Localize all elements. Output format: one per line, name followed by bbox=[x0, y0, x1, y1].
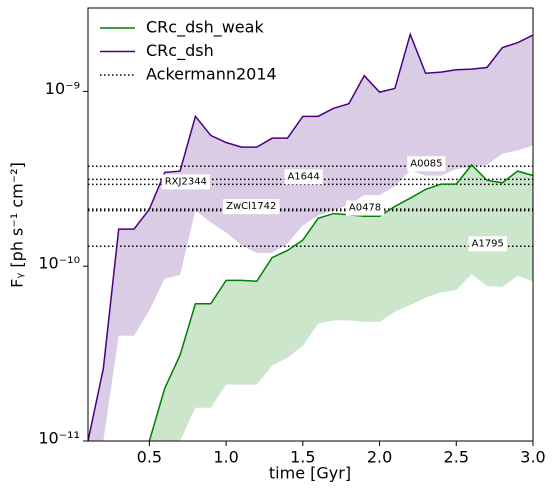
axes-frame bbox=[87, 7, 534, 442]
plot-area bbox=[88, 32, 533, 441]
legend-label: CRc_dsh bbox=[146, 41, 214, 61]
annotation-box bbox=[223, 199, 280, 215]
legend-label: CRc_dsh_weak bbox=[146, 18, 264, 38]
annotation: A0085 bbox=[410, 158, 442, 169]
annotation: A1795 bbox=[472, 238, 504, 249]
y-tick-label: 10⁻¹¹ bbox=[38, 429, 80, 448]
x-tick-label: 1.5 bbox=[290, 448, 315, 467]
y-tick-label: 10⁻¹⁰ bbox=[38, 254, 80, 273]
annotation-box bbox=[345, 200, 385, 216]
legend-label: Ackermann2014 bbox=[146, 65, 277, 84]
y-axis-label: Fᵧ [ph s⁻¹ cm⁻²] bbox=[8, 162, 27, 288]
x-tick-label: 2.5 bbox=[444, 448, 469, 467]
annotation: ZwCl1742 bbox=[226, 201, 276, 212]
x-tick-label: 0.5 bbox=[137, 448, 162, 467]
x-axis-label: time [Gyr] bbox=[269, 464, 351, 483]
annotation: RXJ2344 bbox=[165, 176, 207, 187]
band bbox=[88, 34, 533, 441]
annotation: A1644 bbox=[287, 171, 319, 182]
x-tick-label: 1.0 bbox=[213, 448, 238, 467]
x-tick-label: 2.0 bbox=[367, 448, 392, 467]
band bbox=[149, 164, 533, 441]
x-tick-label: 3.0 bbox=[520, 448, 545, 467]
series-line bbox=[148, 163, 533, 441]
annotation-box bbox=[407, 156, 446, 172]
annotation-box bbox=[468, 236, 507, 252]
annotation: A0478 bbox=[349, 203, 381, 214]
annotation-box bbox=[161, 174, 210, 190]
annotation-box bbox=[284, 169, 323, 185]
y-tick-label: 10⁻⁹ bbox=[45, 79, 80, 98]
